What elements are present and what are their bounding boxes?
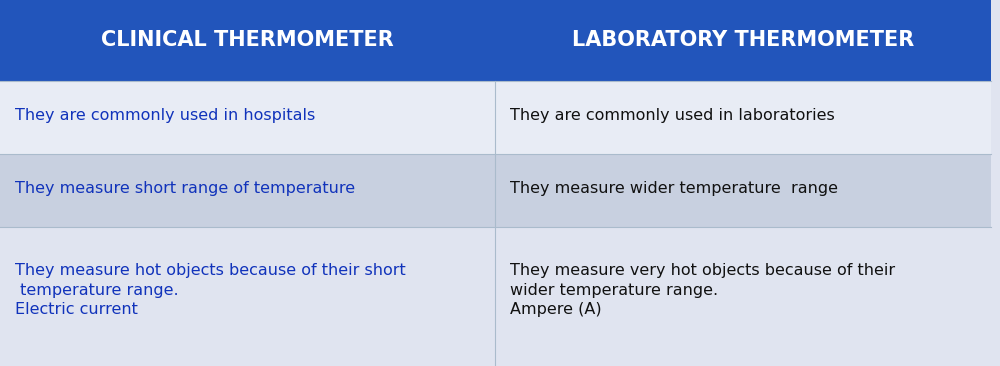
Text: They measure hot objects because of their short
 temperature range.
Electric cur: They measure hot objects because of thei… — [15, 263, 406, 317]
Text: They measure very hot objects because of their
wider temperature range.
Ampere (: They measure very hot objects because of… — [510, 263, 895, 317]
FancyBboxPatch shape — [0, 81, 495, 154]
Text: They are commonly used in hospitals: They are commonly used in hospitals — [15, 108, 315, 123]
Text: They are commonly used in laboratories: They are commonly used in laboratories — [510, 108, 835, 123]
Text: LABORATORY THERMOMETER: LABORATORY THERMOMETER — [572, 30, 914, 50]
Text: CLINICAL THERMOMETER: CLINICAL THERMOMETER — [101, 30, 394, 50]
FancyBboxPatch shape — [495, 227, 991, 359]
Text: They measure wider temperature  range: They measure wider temperature range — [510, 182, 838, 196]
Text: They measure short range of temperature: They measure short range of temperature — [15, 182, 355, 196]
FancyBboxPatch shape — [495, 154, 991, 227]
FancyBboxPatch shape — [495, 81, 991, 154]
FancyBboxPatch shape — [0, 154, 495, 227]
FancyBboxPatch shape — [0, 0, 495, 81]
FancyBboxPatch shape — [495, 0, 991, 81]
FancyBboxPatch shape — [0, 227, 495, 359]
